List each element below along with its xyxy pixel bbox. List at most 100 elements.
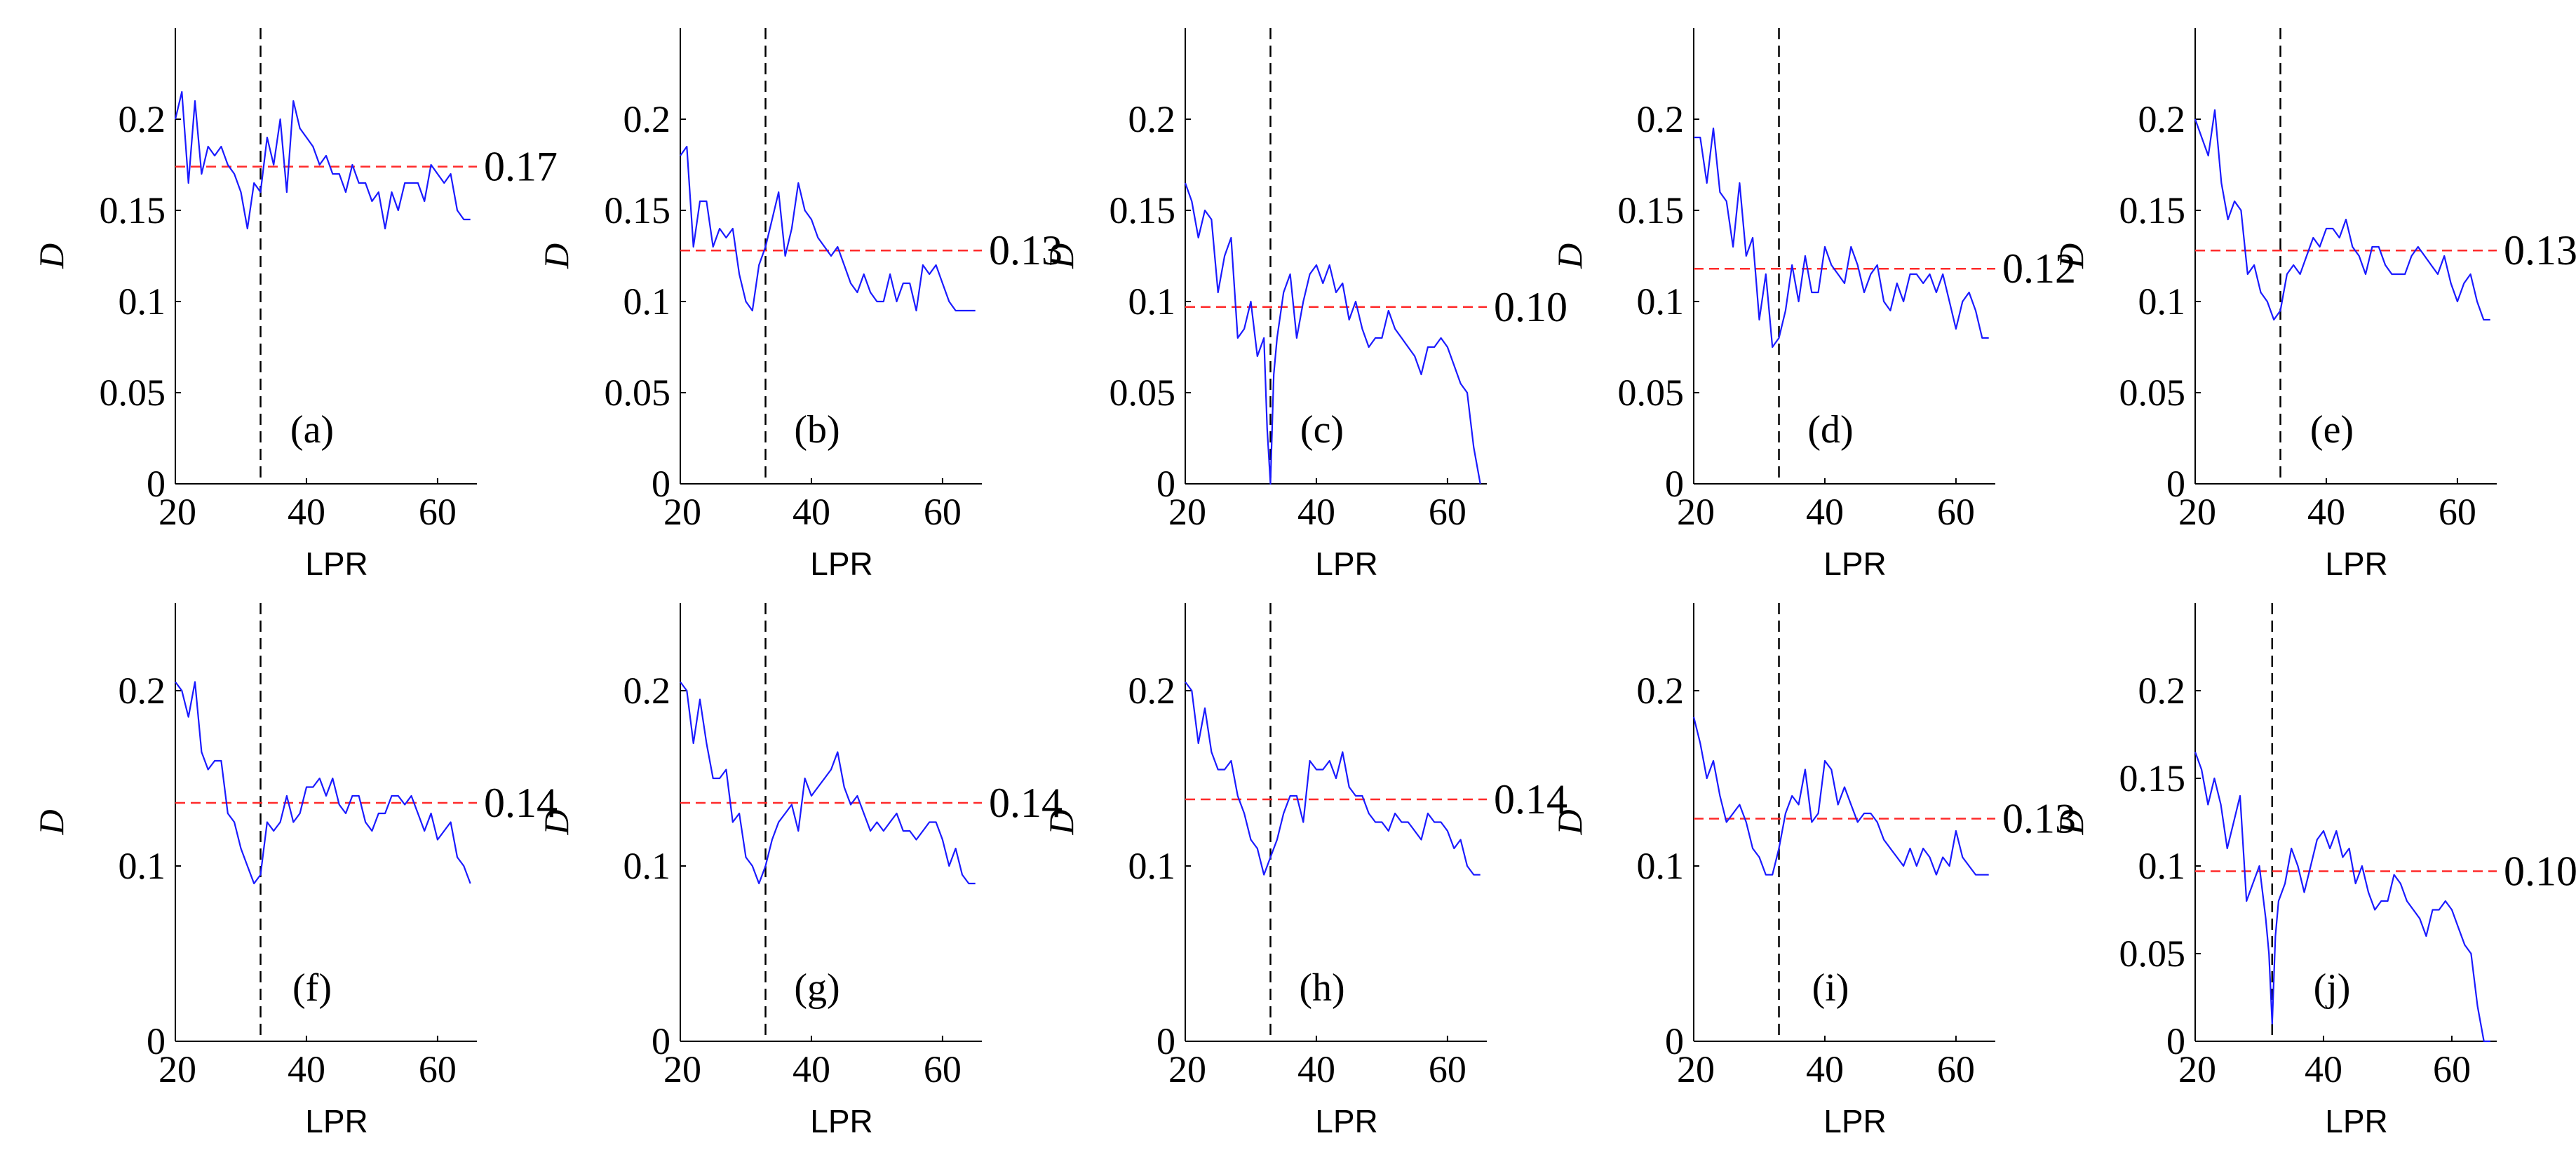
y-tick-label: 0.1: [1128, 845, 1176, 887]
x-axis-title: LPR: [1823, 546, 1886, 582]
panel-label: (i): [1812, 966, 1849, 1010]
y-tick-label: 0.2: [119, 98, 166, 140]
y-axis-title: D: [32, 809, 71, 835]
y-tick-label: 0.2: [2138, 670, 2186, 712]
y-tick-label: 0.05: [2119, 933, 2186, 975]
panel-f: 0 0.1 0.2 20 40 60 LPR D 0.14 (f): [32, 603, 558, 1139]
y-tick-label: 0.2: [1637, 670, 1685, 712]
x-tick-label: 40: [288, 1048, 325, 1090]
y-tick-label: 0: [1665, 1020, 1684, 1062]
mean-value-label: 0.10: [1494, 284, 1567, 330]
series-line: [175, 681, 471, 885]
y-tick-label: 0.15: [605, 189, 671, 231]
y-tick-label: 0.1: [623, 280, 671, 323]
panel-label: (a): [290, 408, 334, 452]
x-tick-label: 40: [793, 491, 830, 533]
panel-a: 0 0.05 0.1 0.15 0.2 20 40 60 LPR D 0.17 (a): [32, 28, 558, 582]
panel-j: 0 0.05 0.1 0.15 0.2 20 40 60 LPR D 0.10 (j): [2051, 603, 2576, 1139]
y-tick-label: 0.15: [1110, 189, 1176, 231]
y-tick-label: 0.2: [1128, 670, 1176, 712]
mean-value-label: 0.10: [2504, 848, 2576, 895]
y-axis-title: D: [1550, 809, 1589, 835]
x-axis-title: LPR: [1823, 1103, 1886, 1139]
x-axis-title: LPR: [2325, 1103, 2387, 1139]
x-axis-title: LPR: [1315, 1103, 1377, 1139]
x-axis-title: LPR: [305, 546, 367, 582]
panel-c: 0 0.05 0.1 0.15 0.2 20 40 60 LPR D 0.10 (c): [1041, 28, 1567, 582]
y-tick-label: 0.05: [605, 372, 671, 414]
y-tick-label: 0.1: [119, 280, 166, 323]
y-tick-label: 0: [147, 1020, 166, 1062]
y-tick-label: 0.15: [1618, 189, 1685, 231]
x-tick-label: 60: [419, 491, 457, 533]
mean-value-label: 0.14: [989, 780, 1063, 826]
x-axis-title: LPR: [2325, 546, 2387, 582]
x-tick-label: 20: [663, 491, 701, 533]
x-tick-label: 20: [1168, 1048, 1206, 1090]
y-tick-label: 0: [1156, 463, 1175, 505]
y-axis-title: D: [32, 243, 71, 269]
panel-g: 0 0.1 0.2 20 40 60 LPR D 0.14 (g): [537, 603, 1063, 1139]
series-line: [174, 90, 471, 230]
x-tick-label: 20: [159, 491, 196, 533]
y-tick-label: 0.2: [119, 670, 166, 712]
mean-value-label: 0.13: [989, 227, 1063, 273]
x-tick-label: 40: [1297, 491, 1335, 533]
mean-value-label: 0.13: [2002, 796, 2076, 842]
x-tick-label: 20: [2178, 491, 2216, 533]
series-line: [680, 681, 976, 885]
x-tick-label: 20: [1677, 491, 1715, 533]
series-line: [2194, 752, 2490, 1043]
y-tick-label: 0.2: [1637, 98, 1685, 140]
panel-i: 0 0.1 0.2 20 40 60 LPR D 0.13 (i): [1550, 603, 2076, 1139]
y-tick-label: 0.2: [623, 98, 671, 140]
panel-label: (b): [794, 408, 839, 452]
panel-d: 0 0.05 0.1 0.15 0.2 20 40 60 LPR D 0.12 (d): [1550, 28, 2076, 582]
y-axis-title: D: [537, 243, 576, 269]
x-tick-label: 40: [2305, 1048, 2342, 1090]
series-line: [1184, 182, 1481, 485]
y-tick-label: 0.15: [100, 189, 166, 231]
panel-label: (d): [1807, 408, 1853, 452]
y-tick-label: 0.2: [623, 670, 671, 712]
x-axis-title: LPR: [810, 1103, 872, 1139]
x-axis-title: LPR: [1315, 546, 1377, 582]
y-tick-label: 0.1: [1637, 845, 1685, 887]
mean-value-label: 0.14: [1494, 776, 1567, 823]
series-line: [2194, 109, 2490, 321]
x-tick-label: 60: [1429, 491, 1466, 533]
x-tick-label: 60: [2433, 1048, 2471, 1090]
y-tick-label: 0.1: [2138, 845, 2186, 887]
x-tick-label: 20: [1677, 1048, 1715, 1090]
y-tick-label: 0.2: [2138, 98, 2186, 140]
y-tick-label: 0: [147, 463, 166, 505]
panel-label: (j): [2314, 966, 2351, 1010]
series-line: [1692, 717, 1989, 876]
series-line: [680, 145, 976, 312]
y-tick-label: 0.05: [1618, 372, 1685, 414]
x-tick-label: 40: [793, 1048, 830, 1090]
y-tick-label: 0.2: [1128, 98, 1176, 140]
x-tick-label: 60: [1937, 1048, 1975, 1090]
x-axis-title: LPR: [305, 1103, 367, 1139]
y-tick-label: 0.05: [1110, 372, 1176, 414]
y-tick-label: 0: [1156, 1020, 1175, 1062]
y-tick-label: 0.05: [100, 372, 166, 414]
panel-b: 0 0.05 0.1 0.15 0.2 20 40 60 LPR D 0.13 (b): [537, 28, 1063, 582]
x-tick-label: 60: [924, 1048, 962, 1090]
x-tick-label: 60: [2439, 491, 2476, 533]
y-axis-title: D: [1041, 809, 1081, 835]
x-tick-label: 60: [924, 491, 962, 533]
x-tick-label: 40: [1806, 491, 1844, 533]
x-tick-label: 20: [159, 1048, 196, 1090]
mean-value-label: 0.12: [2002, 245, 2076, 292]
x-axis-title: LPR: [810, 546, 872, 582]
y-tick-label: 0: [652, 463, 670, 505]
series-line: [1694, 127, 1989, 348]
x-tick-label: 60: [1429, 1048, 1466, 1090]
y-tick-label: 0.1: [2138, 280, 2186, 323]
y-axis-title: D: [537, 809, 576, 835]
y-axis-title: D: [2051, 243, 2091, 269]
x-tick-label: 40: [1297, 1048, 1335, 1090]
mean-value-label: 0.14: [484, 780, 558, 826]
